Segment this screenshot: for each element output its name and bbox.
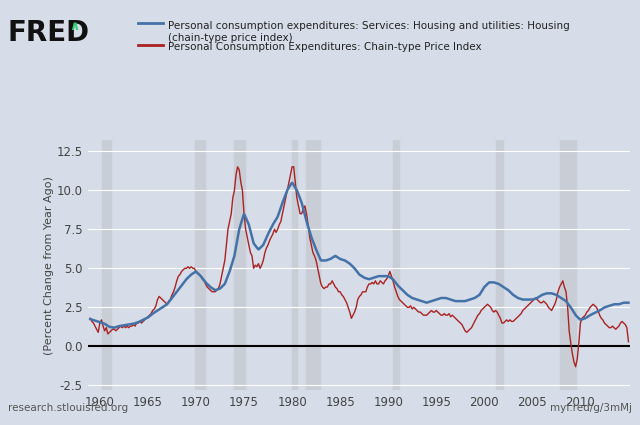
Bar (234, 140, 244, 390)
Text: Personal Consumption Expenditures: Chain-type Price Index: Personal Consumption Expenditures: Chain… (168, 42, 482, 53)
Bar (561, 140, 575, 390)
Bar (195, 140, 205, 390)
Text: Personal consumption expenditures: Services: Housing and utilities: Housing
(cha: Personal consumption expenditures: Servi… (168, 21, 570, 43)
Bar (497, 140, 503, 390)
Text: research.stlouisfed.org: research.stlouisfed.org (8, 403, 128, 413)
Bar (393, 140, 399, 390)
Text: FRED: FRED (8, 19, 90, 47)
Bar (307, 140, 320, 390)
Bar (292, 140, 297, 390)
Text: ∧: ∧ (69, 20, 79, 34)
Text: myf.red/g/3mMj: myf.red/g/3mMj (550, 403, 632, 413)
Y-axis label: (Percent Change from Year Ago): (Percent Change from Year Ago) (44, 176, 54, 354)
Bar (102, 140, 111, 390)
